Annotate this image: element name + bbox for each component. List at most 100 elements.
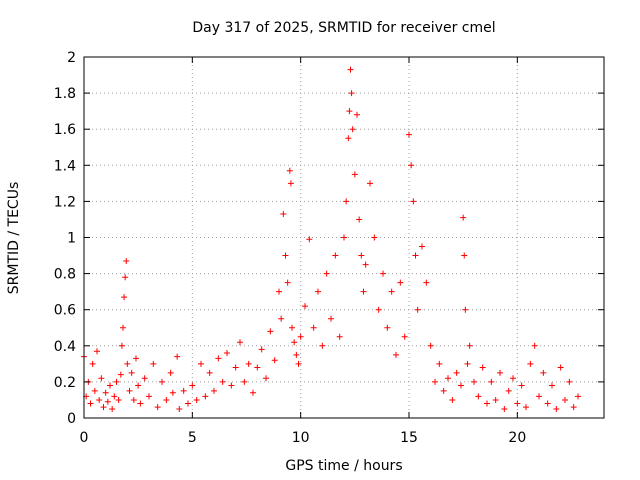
- data-point: [358, 252, 365, 259]
- data-point: [436, 360, 443, 367]
- data-point: [267, 328, 274, 335]
- data-point: [189, 382, 196, 389]
- data-point: [445, 375, 451, 382]
- data-point: [263, 375, 269, 382]
- data-point: [122, 274, 129, 281]
- data-point: [449, 396, 456, 403]
- y-tick-label: 0.4: [54, 339, 76, 355]
- data-point: [215, 355, 222, 362]
- data-point: [347, 66, 354, 73]
- x-tick-label: 0: [80, 430, 89, 446]
- data-point: [107, 382, 113, 389]
- data-point: [518, 382, 525, 389]
- data-point: [237, 339, 243, 346]
- data-point: [271, 357, 278, 364]
- x-tick-label: 5: [188, 430, 197, 446]
- data-point: [133, 355, 139, 362]
- data-point: [104, 398, 111, 405]
- data-point: [295, 360, 302, 367]
- data-point: [557, 364, 564, 371]
- data-point: [323, 270, 330, 277]
- data-point: [384, 324, 391, 331]
- data-point: [280, 211, 287, 218]
- data-point: [336, 333, 343, 340]
- data-point: [123, 257, 130, 264]
- data-point: [310, 324, 317, 331]
- y-tick-label: 2: [67, 50, 76, 66]
- data-point: [100, 404, 107, 411]
- data-point: [471, 378, 477, 385]
- x-tick-label: 20: [508, 430, 526, 446]
- data-point: [241, 378, 248, 385]
- data-point: [570, 404, 577, 411]
- data-point: [302, 303, 308, 310]
- data-point: [375, 306, 382, 313]
- data-point: [328, 315, 334, 322]
- data-point: [432, 378, 438, 385]
- data-point: [94, 348, 100, 355]
- data-point: [141, 375, 148, 382]
- y-tick-label: 0.8: [54, 267, 76, 283]
- data-point: [462, 306, 469, 313]
- data-point: [348, 90, 355, 97]
- data-point: [466, 342, 473, 349]
- x-tick-label: 10: [292, 430, 310, 446]
- data-point: [332, 252, 339, 259]
- data-point: [497, 369, 503, 376]
- data-point: [163, 396, 170, 403]
- data-point: [406, 131, 412, 138]
- data-point: [87, 400, 94, 407]
- data-point: [388, 288, 395, 295]
- data-point: [174, 353, 181, 360]
- x-tick-label: 15: [400, 430, 418, 446]
- data-point: [397, 279, 404, 286]
- data-point: [440, 387, 447, 394]
- data-point: [351, 171, 358, 178]
- data-point: [154, 404, 161, 411]
- data-point: [410, 198, 417, 205]
- data-point: [341, 234, 347, 241]
- data-point: [475, 393, 482, 400]
- data-point: [343, 198, 350, 205]
- data-point: [549, 382, 555, 389]
- data-point: [540, 369, 547, 376]
- data-point: [128, 369, 135, 376]
- data-point: [319, 342, 326, 349]
- data-point: [393, 351, 399, 358]
- data-point: [206, 369, 213, 376]
- y-tick-label: 1.4: [54, 158, 76, 174]
- data-point: [408, 162, 415, 169]
- data-point: [102, 389, 109, 396]
- data-point: [492, 396, 499, 403]
- data-point: [120, 324, 126, 331]
- data-point: [362, 261, 369, 268]
- chart-title: Day 317 of 2025, SRMTID for receiver cme…: [192, 20, 495, 36]
- data-point: [562, 396, 568, 403]
- y-axis-label: SRMTID / TECUs: [6, 182, 22, 295]
- data-point: [198, 360, 204, 367]
- data-point: [514, 400, 521, 407]
- data-point: [289, 324, 295, 331]
- data-point: [419, 243, 425, 250]
- data-point: [464, 360, 471, 367]
- data-point: [371, 234, 378, 241]
- data-point: [224, 350, 230, 357]
- data-point: [458, 382, 464, 389]
- data-point: [453, 369, 460, 376]
- data-point: [306, 236, 313, 243]
- data-point: [461, 252, 468, 259]
- data-point: [258, 346, 265, 353]
- data-point: [527, 360, 534, 367]
- data-point: [228, 382, 235, 389]
- data-point: [284, 279, 291, 286]
- data-point: [193, 396, 200, 403]
- data-point: [360, 288, 367, 295]
- y-tick-label: 0.2: [54, 375, 76, 391]
- data-point: [345, 135, 352, 142]
- data-point: [117, 371, 124, 378]
- data-point: [89, 360, 96, 367]
- data-point: [346, 108, 353, 115]
- data-point: [287, 180, 294, 187]
- y-tick-label: 0: [67, 411, 76, 427]
